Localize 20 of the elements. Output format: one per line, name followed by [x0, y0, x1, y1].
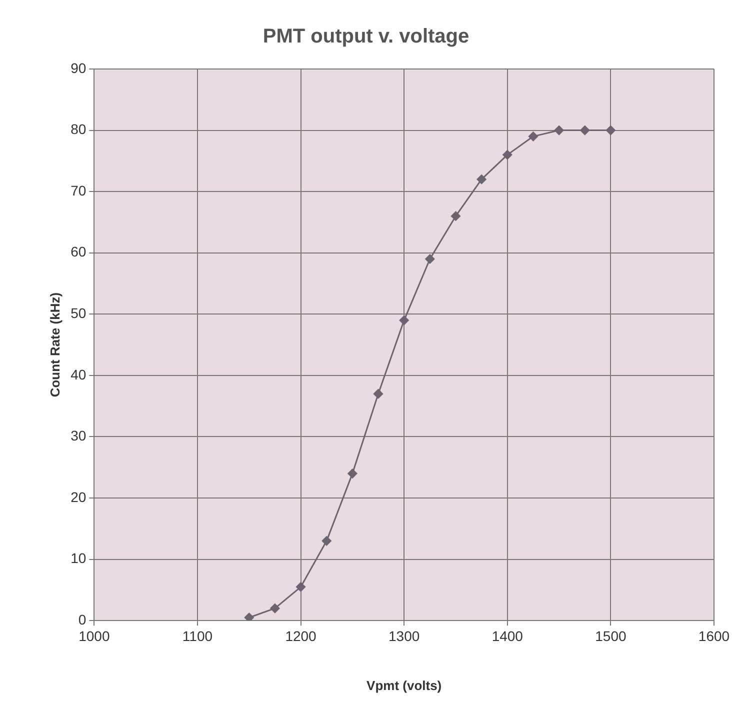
- x-axis-title: Vpmt (volts): [366, 678, 442, 693]
- y-axis-title: Count Rate (kHz): [47, 292, 62, 398]
- y-tick-label: 20: [70, 488, 86, 505]
- y-tick-label: 60: [70, 244, 86, 260]
- y-tick-label: 30: [70, 428, 86, 444]
- x-tick-label: 1400: [492, 628, 524, 644]
- x-tick-label: 1300: [388, 628, 420, 644]
- y-tick-label: 0: [78, 611, 86, 628]
- y-tick-label: 80: [70, 121, 86, 138]
- x-tick-label: 1200: [285, 628, 317, 644]
- y-tick-label: 10: [70, 550, 86, 566]
- chart-title: PMT output v. voltage: [262, 26, 470, 48]
- y-tick-label: 40: [70, 366, 86, 382]
- x-tick-label: 1500: [595, 628, 626, 644]
- y-tick-label: 70: [70, 182, 86, 198]
- y-tick-label: 90: [70, 60, 86, 76]
- x-tick-label: 1000: [78, 628, 110, 644]
- y-tick-label: 50: [70, 305, 86, 322]
- x-tick-label: 1100: [182, 628, 213, 644]
- x-tick-label: 1600: [698, 628, 730, 644]
